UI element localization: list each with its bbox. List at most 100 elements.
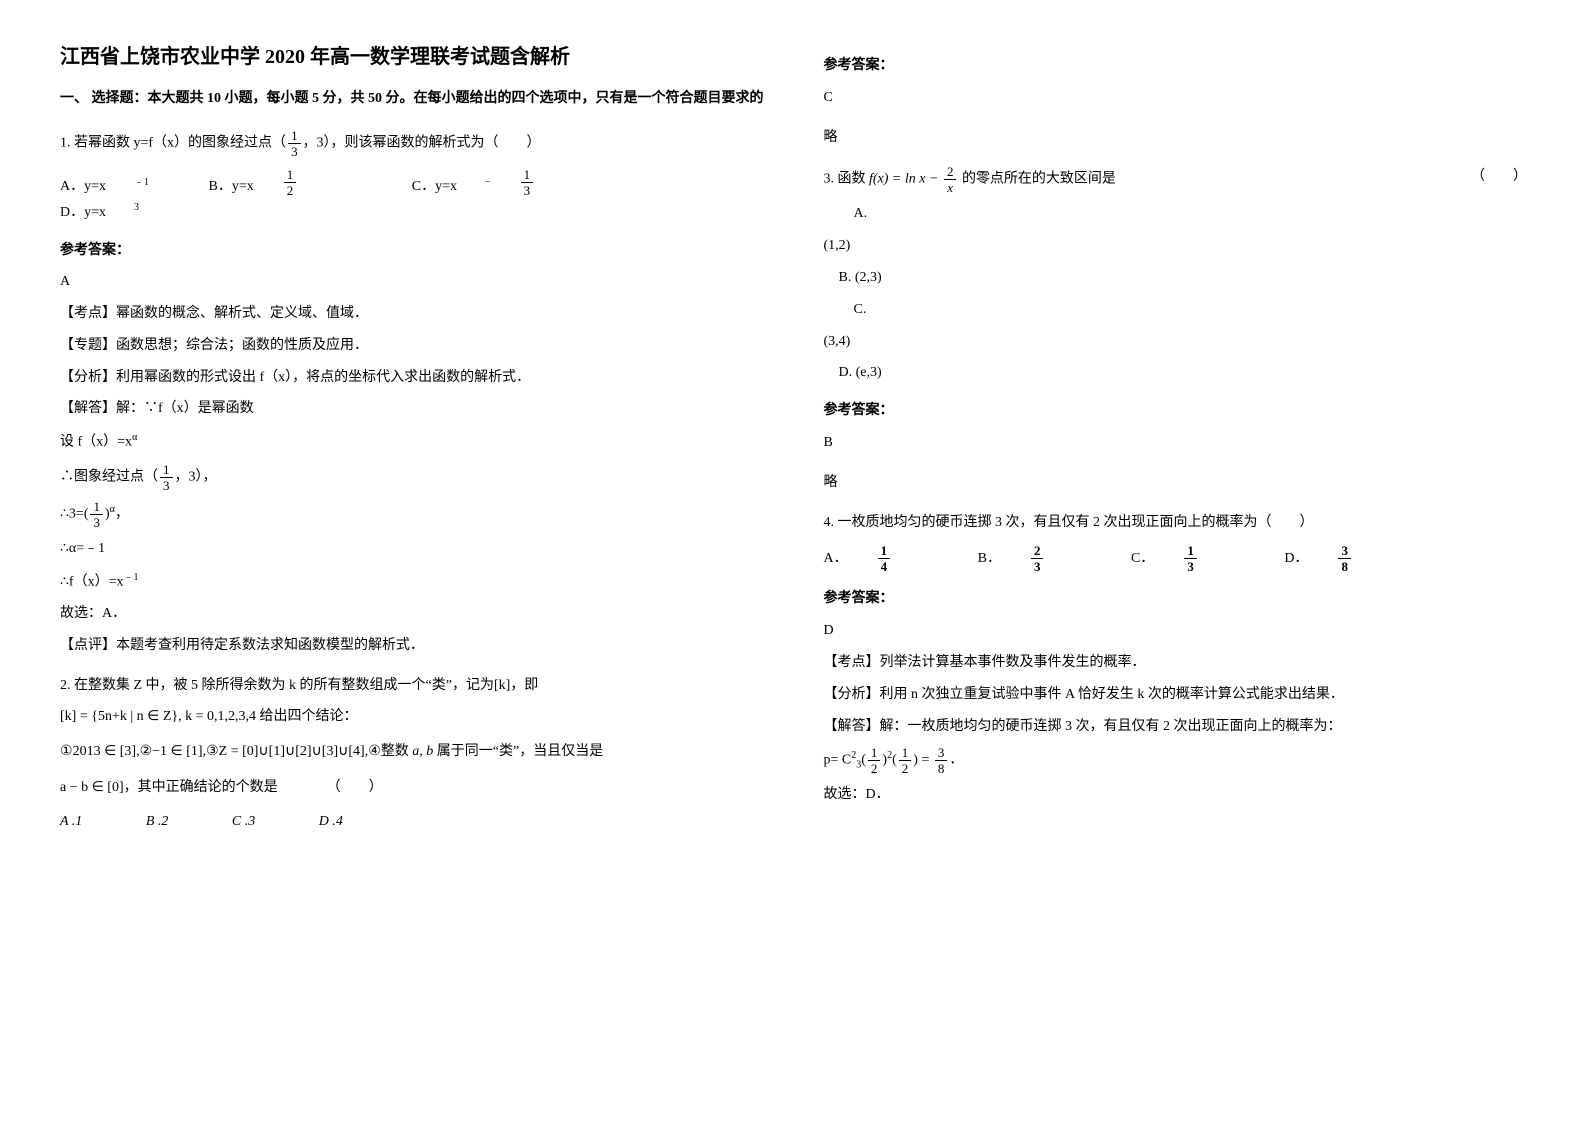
q4-stem: 4. 一枚质地均匀的硬币连掷 3 次，有且仅有 2 次出现正面向上的概率为（ ） [824, 511, 1528, 535]
q1-optB: B．y=x 12 [209, 168, 381, 199]
frac-den: 3 [1184, 559, 1197, 573]
lbl: B． [978, 547, 1001, 571]
optA-sup: ﹣1 [134, 174, 149, 191]
optC-pre: C．y=x [412, 175, 457, 199]
frac-den: 2 [899, 761, 912, 775]
q2-optD: D .4 [319, 810, 343, 834]
text: ． [949, 753, 963, 768]
text: 的零点所在的大致区间是 [958, 172, 1116, 187]
optD-sup: 3 [134, 199, 139, 216]
frac-num: 1 [288, 129, 301, 144]
text: 设 f（x）=x [60, 435, 132, 450]
q2-line2: [k] = {5n+k | n ∈ Z}, k = 0,1,2,3,4 给出四个… [60, 705, 764, 729]
q3-stem: 3. 函数 f(x) = ln x − 2x 的零点所在的大致区间是 （ ） [824, 165, 1528, 194]
q2-omit: 略 [824, 126, 1528, 150]
q1-exp5: 设 f（x）=xα [60, 429, 764, 454]
q4-exp2: 【分析】利用 n 次独立重复试验中事件 A 恰好发生 k 次的概率计算公式能求出… [824, 683, 1528, 707]
q2-answer: C [824, 86, 1528, 110]
q3-optB: B. (2,3) [839, 266, 1528, 290]
frac: 14 [878, 544, 919, 573]
optB-pre: B．y=x [209, 175, 254, 199]
paren: （ ） [1471, 165, 1527, 189]
q2-line4: a − b ∈ [0]，其中正确结论的个数是 （ ） [60, 776, 764, 800]
text: ,③ [203, 744, 219, 759]
text: ，其中正确结论的个数是 （ ） [124, 780, 383, 795]
q4-options: A．14 B．23 C．13 D．38 [824, 544, 1528, 573]
frac-den: 3 [521, 183, 534, 197]
q1-optD: D．y=x 3 [60, 199, 167, 224]
q3-optC-val: (3,4) [824, 330, 1528, 354]
frac-num: 3 [1338, 544, 1351, 559]
text: ,② [136, 744, 152, 759]
q1-exp11: 【点评】本题考查利用待定系数法求知函数模型的解析式． [60, 634, 764, 658]
math: [k] = {5n+k | n ∈ Z}, k = 0,1,2,3,4 [60, 709, 256, 724]
text: 3. 函数 [824, 172, 870, 187]
frac-den: 8 [1338, 559, 1351, 573]
lbl: D． [1284, 547, 1308, 571]
q4-exp5: 故选：D． [824, 783, 1528, 807]
frac-num: 1 [1184, 544, 1197, 559]
sup: α [132, 432, 137, 443]
lbl: D. [839, 365, 853, 380]
optA-pre: A．y=x [60, 175, 106, 199]
optD-pre: D．y=x [60, 201, 106, 225]
sup: 2 [887, 750, 892, 761]
val: (2,3) [855, 270, 882, 285]
q1-exp4: 【解答】解：∵f（x）是幂函数 [60, 397, 764, 421]
frac-den: 4 [878, 559, 891, 573]
math: 2013 ∈ [3] [73, 744, 137, 759]
q2-stem: 2. 在整数集 Z 中，被 5 除所得余数为 k 的所有整数组成一个“类”，记为… [60, 674, 764, 698]
q3-optA-val: (1,2) [824, 234, 1528, 258]
math: a − b ∈ [0] [60, 780, 124, 795]
optB-sup: 12 [282, 168, 353, 197]
text: ∴f（x）=x [60, 574, 123, 589]
text: 给出四个结论： [260, 709, 358, 724]
q1-exp3: 【分析】利用幂函数的形式设出 f（x），将点的坐标代入求出函数的解析式． [60, 366, 764, 390]
q2-optA: A .1 [60, 810, 82, 834]
frac-den: 3 [288, 144, 301, 158]
frac-num: 1 [160, 463, 173, 478]
frac-num: 1 [90, 500, 103, 515]
frac-den: x [944, 180, 957, 194]
sub: 3 [856, 760, 861, 771]
text: ∴3= [60, 506, 84, 521]
frac: 38 [935, 746, 948, 775]
q4-exp4: p= C23(12)2(12) = 38． [824, 746, 1528, 775]
q1-exp9: ∴f（x）=x﹣1 [60, 569, 764, 594]
math: [k] [494, 678, 510, 693]
lbl: C． [1131, 547, 1154, 571]
text: ,④整数 [365, 744, 413, 759]
text: 属于同一“类”，当且仅当是 [433, 744, 603, 759]
q4-optA: A． 14 [824, 544, 947, 573]
q1-exp10: 故选：A． [60, 602, 764, 626]
frac: 12 [899, 746, 912, 775]
neg: − [485, 174, 491, 191]
frac-den: 2 [868, 761, 881, 775]
text: ，3）， [175, 469, 217, 484]
q1-exp7: ∴3=(13)α， [60, 500, 764, 529]
text: ，即 [510, 678, 538, 693]
q2-answer-label: 参考答案： [824, 54, 1528, 78]
page-title: 江西省上饶市农业中学 2020 年高一数学理联考试题含解析 [60, 40, 764, 69]
math: f(x) = ln x − [869, 172, 942, 187]
q4-optB: B．23 [978, 544, 1100, 573]
lbl: A． [824, 547, 848, 571]
q1-stem-a: 1. 若幂函数 y=f（x）的图象经过点（ [60, 136, 286, 151]
q1-exp8: ∴α=﹣1 [60, 537, 764, 561]
q4-exp1: 【考点】列举法计算基本事件数及事件发生的概率． [824, 651, 1528, 675]
frac-num: 1 [899, 746, 912, 761]
q2-options: A .1 B .2 C .3 D .4 [60, 810, 764, 834]
frac-num: 1 [284, 168, 297, 183]
val: (e,3) [856, 365, 882, 380]
q2-optB: B .2 [146, 810, 169, 834]
frac-num: 3 [935, 746, 948, 761]
frac: 38 [1338, 544, 1379, 573]
frac-den: 3 [1031, 559, 1044, 573]
section-1-heading: 一、 选择题：本大题共 10 小题，每小题 5 分，共 50 分。在每小题给出的… [60, 87, 764, 111]
text: C [842, 753, 851, 768]
q1-options: A．y=x ﹣1 B．y=x 12 C．y=x − 1 3 D．y=x 3 [60, 168, 764, 225]
q4-answer-label: 参考答案： [824, 587, 1528, 611]
q1-exp2: 【专题】函数思想；综合法；函数的性质及应用． [60, 334, 764, 358]
q1-optC: C．y=x−13 [412, 168, 617, 199]
q1-stem: 1. 若幂函数 y=f（x）的图象经过点（13，3），则该幂函数的解析式为（ ） [60, 129, 764, 158]
